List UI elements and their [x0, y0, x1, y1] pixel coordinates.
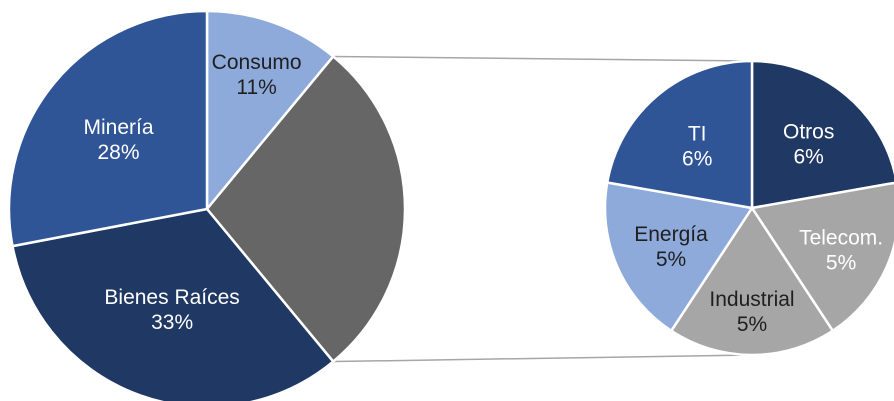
connector-lines — [333, 55, 753, 363]
slice-name: TI — [688, 123, 707, 146]
slice-name: Telecom. — [799, 226, 883, 249]
slice-percent: 6% — [682, 148, 712, 171]
slice-label-telecom: Telecom. 5% — [799, 226, 883, 274]
slice-label-industrial: Industrial 5% — [709, 288, 794, 336]
pie-slice-ti — [605, 59, 754, 210]
slice-name: Minería — [83, 116, 153, 139]
slice-percent: 33% — [151, 311, 193, 334]
secondary-pie — [603, 59, 894, 357]
slice-label-ti: TI 6% — [682, 123, 712, 171]
pie-slice-energia — [603, 181, 754, 333]
slice-name: Consumo — [212, 51, 302, 74]
slice-name: Bienes Raíces — [104, 286, 239, 309]
pie-slice-mineria — [7, 9, 209, 248]
pie-slice-industrial — [669, 206, 835, 357]
connector-line-bottom — [333, 354, 753, 363]
slice-percent: 11% — [236, 76, 276, 99]
pie-slice-telecom — [750, 181, 894, 333]
slice-label-bienes-raices: Bienes Raíces 33% — [104, 286, 239, 334]
connector-line-top — [333, 55, 753, 62]
slice-percent: 5% — [656, 248, 686, 271]
slice-label-mineria: Minería 28% — [83, 116, 153, 164]
main-pie — [7, 9, 407, 401]
slice-label-otros: Otros 6% — [783, 120, 834, 168]
slice-percent: 28% — [97, 141, 139, 164]
slice-percent: 5% — [826, 251, 856, 274]
slice-label-consumo: Consumo 11% — [212, 51, 302, 99]
pie-slice-bienes-raices — [11, 207, 335, 401]
pie-slice-consumo — [205, 9, 335, 211]
slice-name: Energía — [634, 223, 708, 246]
pie-slice-other — [205, 55, 407, 363]
slice-percent: 5% — [737, 313, 767, 336]
slice-labels: Consumo 11% Bienes Raíces 33% Minería 28% Otro… — [83, 51, 883, 336]
pie-slice-otros — [750, 59, 894, 210]
slice-name: Otros — [783, 120, 834, 143]
slice-label-energia: Energía 5% — [634, 223, 708, 271]
slice-name: Industrial — [709, 288, 794, 311]
slice-percent: 6% — [794, 145, 824, 168]
